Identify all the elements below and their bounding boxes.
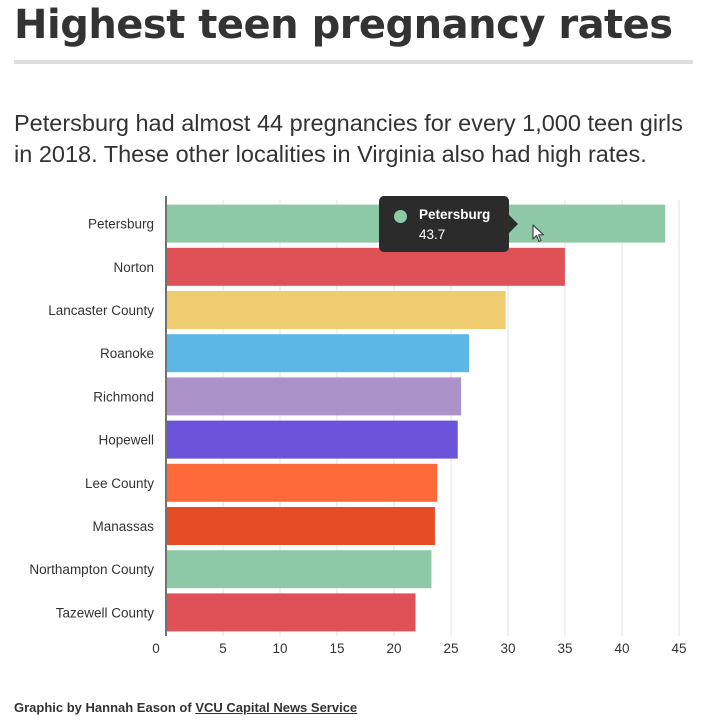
credit-line: Graphic by Hannah Eason of VCU Capital N…: [14, 700, 357, 715]
bar[interactable]: [167, 247, 565, 286]
tooltip: Petersburg 43.7: [379, 196, 518, 252]
category-labels: Petersburg Norton Lancaster County Roanoke R…: [29, 217, 154, 621]
category-label: Hopewell: [98, 433, 154, 448]
x-tick-label: 10: [272, 641, 287, 656]
x-tick-label: 25: [443, 641, 458, 656]
title-divider: [14, 60, 693, 64]
category-label: Norton: [113, 260, 154, 275]
bar[interactable]: [167, 377, 462, 416]
credit-link[interactable]: VCU Capital News Service: [195, 700, 358, 715]
category-label: Northampton County: [29, 562, 154, 577]
bar[interactable]: [167, 463, 438, 502]
tooltip-category: Petersburg: [419, 207, 491, 222]
bar[interactable]: [167, 334, 470, 373]
x-tick-label: 0: [152, 641, 160, 656]
category-label: Lancaster County: [48, 303, 154, 318]
x-axis-ticks: 0 5 10 15 20 25 30 35 40 45: [152, 641, 686, 656]
mouse-cursor-icon: [532, 224, 545, 243]
chart-title: Highest teen pregnancy rates: [14, 2, 673, 48]
category-label: Petersburg: [88, 217, 154, 232]
x-tick-label: 5: [219, 641, 227, 656]
bar[interactable]: [167, 593, 416, 632]
bar[interactable]: [167, 507, 435, 545]
bar[interactable]: [167, 291, 506, 329]
tooltip-pointer: [509, 215, 518, 233]
bar-chart: Petersburg Norton Lancaster County Roanoke R…: [29, 196, 687, 656]
tooltip-value: 43.7: [419, 227, 446, 242]
category-label: Tazewell County: [56, 605, 155, 620]
category-label: Lee County: [85, 476, 154, 491]
credit-text: Graphic by Hannah Eason of: [14, 700, 196, 715]
x-tick-label: 40: [614, 641, 629, 656]
x-tick-label: 45: [671, 641, 686, 656]
chart-subtitle: Petersburg had almost 44 pregnancies for…: [14, 110, 683, 167]
x-tick-label: 15: [329, 641, 344, 656]
x-tick-label: 30: [500, 641, 515, 656]
category-label: Roanoke: [100, 346, 154, 361]
bar[interactable]: [167, 550, 432, 589]
bar[interactable]: [167, 420, 458, 459]
x-tick-label: 20: [386, 641, 401, 656]
x-tick-label: 35: [557, 641, 572, 656]
category-label: Manassas: [92, 519, 154, 534]
bars: [167, 204, 666, 632]
tooltip-color-dot: [394, 210, 407, 223]
category-label: Richmond: [93, 389, 154, 404]
